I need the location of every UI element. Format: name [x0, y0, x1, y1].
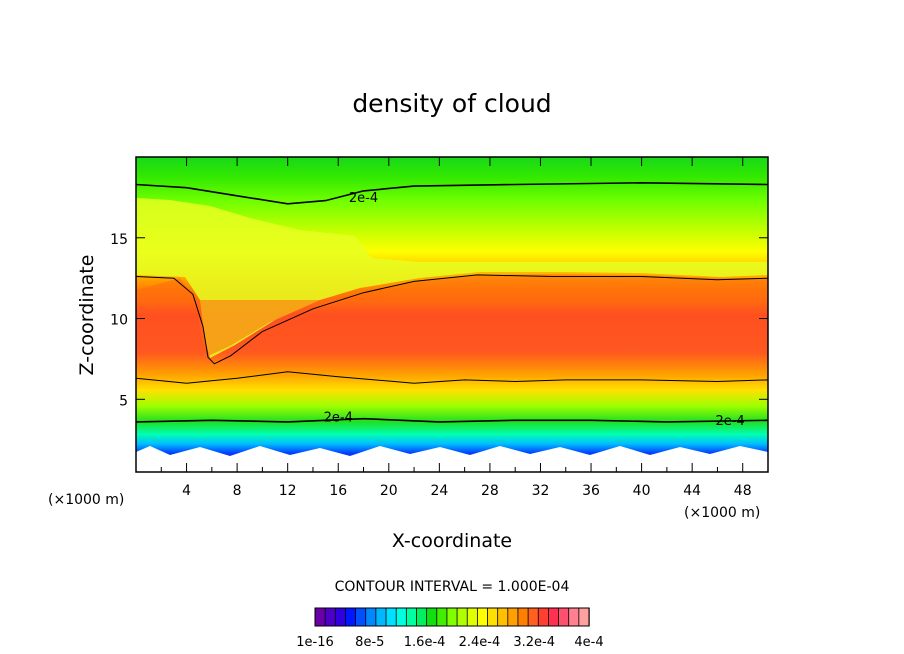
y-axis-ticks: 5 10 15: [110, 232, 768, 409]
colorbar-swatch: [314, 607, 326, 627]
colorbar-swatch: [334, 607, 347, 627]
x-tick-label: 8: [233, 483, 242, 499]
colorbar-swatch: [324, 607, 336, 627]
contour-label: 2e-4: [349, 191, 378, 206]
plot-frame: [135, 156, 769, 473]
y-tick-label: 5: [119, 393, 128, 409]
colorbar-swatch: [476, 607, 489, 627]
clear-notch: [136, 198, 768, 358]
colorbar-swatch: [568, 607, 580, 627]
colorbar-swatch: [527, 607, 539, 627]
contour-label: 2e-4: [715, 414, 744, 429]
contour-line: [136, 417, 768, 423]
x-unit-right: (×1000 m): [684, 505, 760, 521]
colorbar-swatch: [578, 607, 590, 627]
x-tick-label: 28: [481, 483, 499, 499]
contour-label-group: 2e-4 2e-4 2e-4: [324, 191, 745, 429]
contour-label: 2e-4: [324, 411, 353, 426]
colorbar-swatch: [385, 607, 397, 627]
colorbar: [314, 607, 590, 627]
ground-band: [136, 446, 768, 472]
colorbar-swatch: [416, 607, 428, 627]
colorbar-swatch: [355, 607, 367, 627]
colorbar-swatch: [548, 607, 560, 627]
colorbar-swatch: [436, 607, 448, 627]
x-tick-label: 16: [329, 483, 347, 499]
colorbar-swatch: [466, 607, 479, 627]
colorbar-swatch: [456, 607, 468, 627]
x-tick-label: 4: [182, 483, 191, 499]
colorbar-label: 2.4e-4: [459, 635, 501, 650]
plot-area: 2e-4 2e-4 2e-4: [136, 157, 768, 472]
colorbar-swatch: [345, 607, 357, 627]
colorbar-label: 1.6e-4: [404, 635, 446, 650]
x-tick-label: 24: [430, 483, 448, 499]
x-unit-left: (×1000 m): [48, 492, 124, 508]
x-tick-label: 40: [633, 483, 651, 499]
contour-lines: [136, 181, 768, 423]
colorbar-swatch: [507, 607, 519, 627]
colorbar-swatch: [558, 607, 570, 627]
colorbar-frame: [314, 607, 590, 627]
colorbar-swatch: [497, 607, 509, 627]
y-axis-label: Z-coordinate: [76, 255, 98, 376]
contour-interval: CONTOUR INTERVAL = 1.000E-04: [335, 579, 570, 595]
colorbar-label: 1e-16: [296, 635, 334, 650]
colorbar-swatch: [365, 607, 377, 627]
colorbar-swatch: [426, 607, 438, 627]
contour-line: [136, 181, 768, 205]
contour-line: [136, 371, 768, 384]
colorbar-swatch: [517, 607, 529, 627]
colorbar-swatch: [487, 607, 499, 627]
colorbar-swatch: [375, 607, 387, 627]
colorbar-swatch: [395, 607, 408, 627]
x-axis-ticks: 4 8 12 16 20 24 28 32 36 40 44 48: [160, 157, 752, 499]
x-tick-label: 12: [279, 483, 297, 499]
colorbar-swatch: [537, 607, 550, 627]
y-tick-label: 10: [110, 313, 128, 329]
x-tick-label: 48: [734, 483, 752, 499]
core-notch: [136, 274, 768, 356]
colorbar-labels: 1e-16 8e-5 1.6e-4 2.4e-4 3.2e-4 4e-4: [296, 635, 603, 650]
colorbar-label: 4e-4: [574, 635, 603, 650]
chart-title: density of cloud: [352, 89, 551, 118]
x-tick-label: 44: [683, 483, 701, 499]
contour-line: [136, 274, 768, 365]
x-tick-label: 36: [582, 483, 600, 499]
x-axis-label: X-coordinate: [392, 530, 512, 552]
colorbar-swatch: [446, 607, 458, 627]
y-tick-label: 15: [110, 232, 128, 248]
colorbar-swatch: [405, 607, 418, 627]
colorbar-label: 3.2e-4: [513, 635, 555, 650]
x-tick-label: 32: [532, 483, 550, 499]
colorbar-label: 8e-5: [355, 635, 384, 650]
x-tick-label: 20: [380, 483, 398, 499]
